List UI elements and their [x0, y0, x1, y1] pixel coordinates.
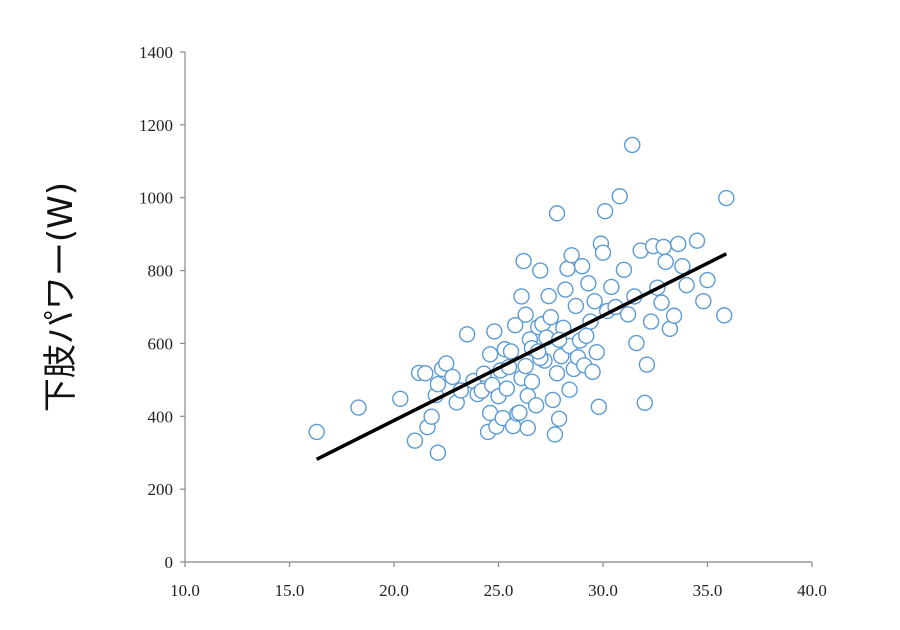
- data-points: [308, 136, 735, 461]
- data-point: [548, 365, 566, 382]
- data-point: [523, 373, 541, 390]
- y-tick-label: 800: [148, 262, 174, 281]
- data-point: [486, 323, 503, 340]
- data-point: [590, 398, 608, 416]
- data-point: [544, 391, 562, 409]
- x-tick-label: 30.0: [588, 581, 618, 600]
- data-point: [619, 306, 637, 323]
- data-point: [511, 404, 528, 421]
- data-point: [586, 292, 603, 310]
- x-tick-label: 40.0: [797, 581, 827, 600]
- data-point: [406, 432, 424, 449]
- data-point: [557, 281, 574, 298]
- data-point: [519, 419, 536, 437]
- data-point: [550, 410, 568, 428]
- data-point: [540, 287, 557, 305]
- x-tick-label: 35.0: [693, 581, 723, 600]
- data-point: [628, 334, 645, 352]
- data-point: [548, 205, 566, 222]
- data-point: [517, 357, 534, 375]
- data-point: [588, 343, 605, 361]
- data-point: [611, 188, 628, 205]
- trendline: [315, 252, 728, 461]
- data-point: [678, 276, 695, 294]
- data-point: [653, 294, 670, 311]
- y-tick-label: 200: [148, 480, 174, 499]
- data-point: [546, 426, 564, 443]
- y-tick-label: 1400: [139, 43, 173, 62]
- data-point: [665, 307, 683, 324]
- data-point: [392, 390, 409, 407]
- x-tick-labels: 10.0 15.0 20.0 25.0 30.0 35.0 40.0: [170, 562, 827, 600]
- data-point: [507, 317, 524, 334]
- y-tick-label: 1200: [139, 116, 173, 135]
- data-point: [674, 258, 691, 275]
- data-point: [716, 307, 733, 324]
- data-point: [642, 313, 660, 330]
- data-point: [594, 244, 612, 261]
- data-point: [688, 232, 706, 249]
- data-point: [444, 368, 461, 386]
- data-point: [718, 189, 735, 207]
- data-point: [561, 381, 578, 398]
- data-point: [657, 253, 674, 271]
- data-point: [699, 271, 716, 289]
- data-point: [481, 346, 499, 363]
- data-point: [655, 238, 672, 256]
- data-point: [578, 327, 595, 344]
- data-point: [423, 408, 440, 425]
- data-point: [429, 376, 447, 393]
- axes: [184, 52, 812, 563]
- data-point: [517, 306, 534, 323]
- data-point: [615, 261, 633, 279]
- data-point: [527, 397, 545, 414]
- data-point: [624, 136, 641, 154]
- data-point: [417, 365, 434, 382]
- y-tick-label: 400: [148, 407, 174, 426]
- y-tick-label: 0: [165, 553, 174, 572]
- data-point: [350, 399, 367, 416]
- y-tick-label: 600: [148, 334, 174, 353]
- data-point: [308, 423, 325, 441]
- data-point: [502, 343, 520, 360]
- data-point: [596, 202, 614, 220]
- data-point: [567, 297, 585, 315]
- data-point: [532, 262, 549, 279]
- data-point: [458, 326, 476, 343]
- data-point: [438, 355, 455, 372]
- data-point: [429, 444, 447, 461]
- data-point: [580, 275, 597, 292]
- x-tick-label: 20.0: [379, 581, 409, 600]
- data-point: [515, 252, 532, 270]
- data-point: [638, 356, 656, 373]
- data-point: [542, 309, 559, 326]
- data-point: [563, 247, 580, 264]
- data-point: [573, 258, 591, 275]
- x-tick-label: 10.0: [170, 581, 200, 600]
- data-point: [559, 260, 576, 277]
- data-point: [498, 380, 516, 397]
- x-tick-label: 25.0: [484, 581, 514, 600]
- y-axis-label: 下肢パワー(W): [41, 182, 81, 412]
- data-point: [603, 278, 620, 296]
- data-point: [695, 292, 712, 310]
- data-point: [670, 235, 687, 253]
- data-point: [584, 363, 601, 381]
- x-tick-label: 15.0: [275, 581, 305, 600]
- data-point: [513, 288, 530, 305]
- y-tick-label: 1000: [139, 189, 173, 208]
- y-tick-labels: 0 200 400 600 800 1000 1200 1400: [139, 43, 185, 572]
- data-point: [636, 394, 653, 412]
